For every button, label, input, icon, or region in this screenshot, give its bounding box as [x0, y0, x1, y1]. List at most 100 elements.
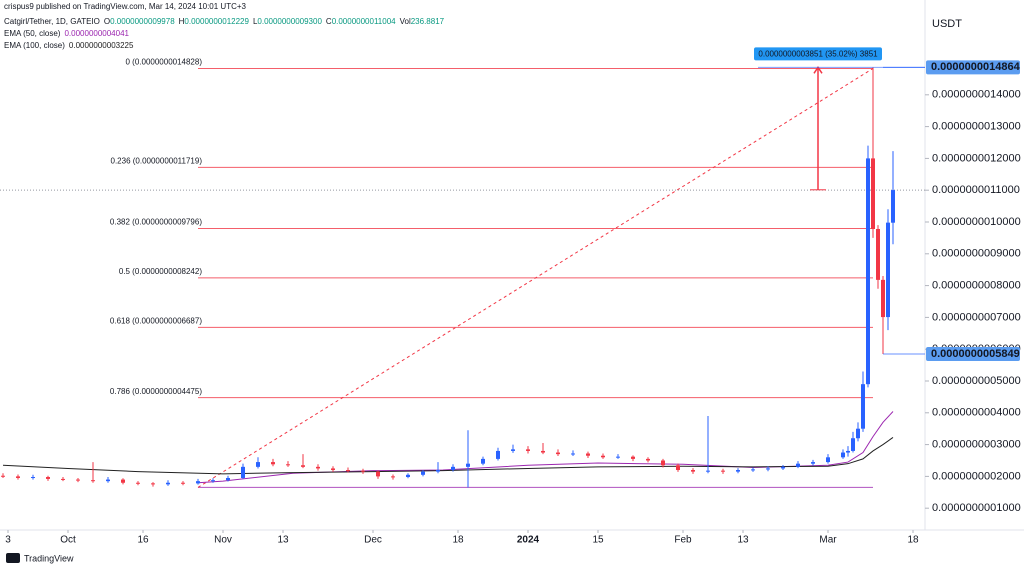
- candle-body: [241, 466, 245, 478]
- candle-body: [601, 455, 605, 458]
- x-tick-label: 3: [5, 535, 11, 546]
- candle-body: [541, 450, 545, 453]
- x-tick-label: 13: [277, 535, 289, 546]
- candle-body: [376, 471, 380, 477]
- candle-body: [391, 476, 395, 478]
- logo-icon: [6, 553, 20, 563]
- candle-body: [751, 469, 755, 471]
- candle-body: [586, 453, 590, 456]
- measure-label: 0.0000000003851 (35.02%) 3851: [758, 49, 878, 58]
- candle-body: [556, 452, 560, 455]
- candle-body: [361, 470, 365, 472]
- symbol-title: Catgirl/Tether, 1D, GATEIO: [4, 17, 100, 26]
- legend-value: 236.8817: [411, 17, 445, 26]
- candle-body: [61, 478, 65, 480]
- candle-body: [871, 158, 875, 229]
- candle-body: [181, 482, 185, 484]
- legend-value: 0.0000000009300: [257, 17, 322, 26]
- candle-body: [851, 438, 855, 451]
- y-tick-label: 0.0000000005000: [932, 375, 1021, 387]
- ema-line: [2, 437, 894, 475]
- x-tick-label: 13: [737, 535, 749, 546]
- x-tick-label: Oct: [60, 535, 76, 546]
- candle-body: [481, 458, 485, 464]
- candle-body: [856, 428, 860, 439]
- x-tick-label: 2024: [517, 535, 540, 546]
- fib-label: 0.236 (0.0000000011719): [111, 156, 203, 165]
- candle-body: [436, 470, 440, 472]
- fib-label: 0.786 (0.0000000004475): [110, 387, 202, 396]
- indicator-legend: EMA (100, close) 0.0000000003225: [4, 41, 134, 50]
- candle-body: [136, 482, 140, 484]
- y-tick-label: 0.0000000003000: [932, 438, 1021, 450]
- y-tick-label: 0.0000000014000: [932, 89, 1021, 101]
- candle-body: [16, 476, 20, 478]
- candle-body: [796, 463, 800, 467]
- candle-body: [121, 479, 125, 483]
- x-tick-label: 18: [907, 535, 919, 546]
- candle-body: [631, 456, 635, 459]
- y-tick-label: 0.0000000013000: [932, 121, 1021, 133]
- candle-body: [46, 477, 50, 479]
- legend-value: 0.0000000012229: [184, 17, 249, 26]
- candle-body: [691, 470, 695, 472]
- x-tick-label: Nov: [214, 535, 232, 546]
- candle-body: [451, 466, 455, 471]
- candle-body: [526, 449, 530, 451]
- candle-body: [331, 468, 335, 471]
- candle-body: [781, 466, 785, 469]
- y-tick-label: 0.0000000009000: [932, 248, 1021, 260]
- indicator-name: EMA (100, close): [4, 41, 65, 50]
- indicator-value: 0.0000000003225: [69, 41, 134, 50]
- candle-body: [811, 462, 815, 464]
- candle-body: [886, 222, 890, 318]
- y-tick-label: 0.0000000001000: [932, 502, 1021, 514]
- candle-body: [166, 482, 170, 485]
- candle-body: [841, 452, 845, 458]
- candle-body: [466, 463, 470, 467]
- candle-body: [301, 465, 305, 467]
- price-label-box: [926, 346, 1020, 361]
- legend-key: H: [179, 17, 185, 26]
- brand: TradingView: [24, 553, 74, 563]
- candle-body: [226, 477, 230, 481]
- candle-body: [91, 480, 95, 482]
- x-tick-label: Feb: [674, 535, 692, 546]
- x-tick-label: 15: [592, 535, 604, 546]
- y-tick-label: 0.0000000002000: [932, 470, 1021, 482]
- candle-body: [826, 457, 830, 463]
- legend-value: 0.0000000011004: [332, 17, 396, 26]
- y-tick-label: 0.0000000004000: [932, 407, 1021, 419]
- candle-body: [406, 474, 410, 478]
- y-tick-label: 0.0000000011000: [932, 184, 1020, 196]
- candle-body: [866, 158, 870, 385]
- price-label: 0.0000000014864: [931, 61, 1021, 73]
- candle-body: [316, 466, 320, 469]
- y-tick-label: 0.0000000007000: [932, 311, 1021, 323]
- candle-body: [511, 449, 515, 451]
- y-tick-label: 0.0000000008000: [932, 280, 1021, 292]
- x-tick-label: Mar: [819, 535, 837, 546]
- candle-body: [846, 450, 850, 453]
- candle-body: [571, 453, 575, 455]
- x-tick-label: Dec: [364, 535, 382, 546]
- indicator-name: EMA (50, close): [4, 29, 61, 38]
- candle-body: [271, 462, 275, 465]
- y-tick-label: 0.0000000010000: [932, 216, 1021, 228]
- candle-body: [76, 479, 80, 481]
- candle-body: [286, 464, 290, 466]
- candle-body: [661, 460, 665, 466]
- publisher: crispus9 published on TradingView.com, M…: [4, 2, 247, 11]
- candle-body: [346, 470, 350, 472]
- candle-body: [706, 470, 710, 472]
- candle-body: [1, 475, 5, 477]
- legend-key: O: [104, 17, 110, 26]
- candle-body: [721, 470, 725, 472]
- measure-box: [754, 47, 882, 61]
- fib-label: 0.382 (0.0000000009796): [110, 218, 202, 227]
- candle-body: [421, 471, 425, 475]
- y-tick-label: 0.0000000012000: [932, 152, 1021, 164]
- candle-body: [31, 477, 35, 479]
